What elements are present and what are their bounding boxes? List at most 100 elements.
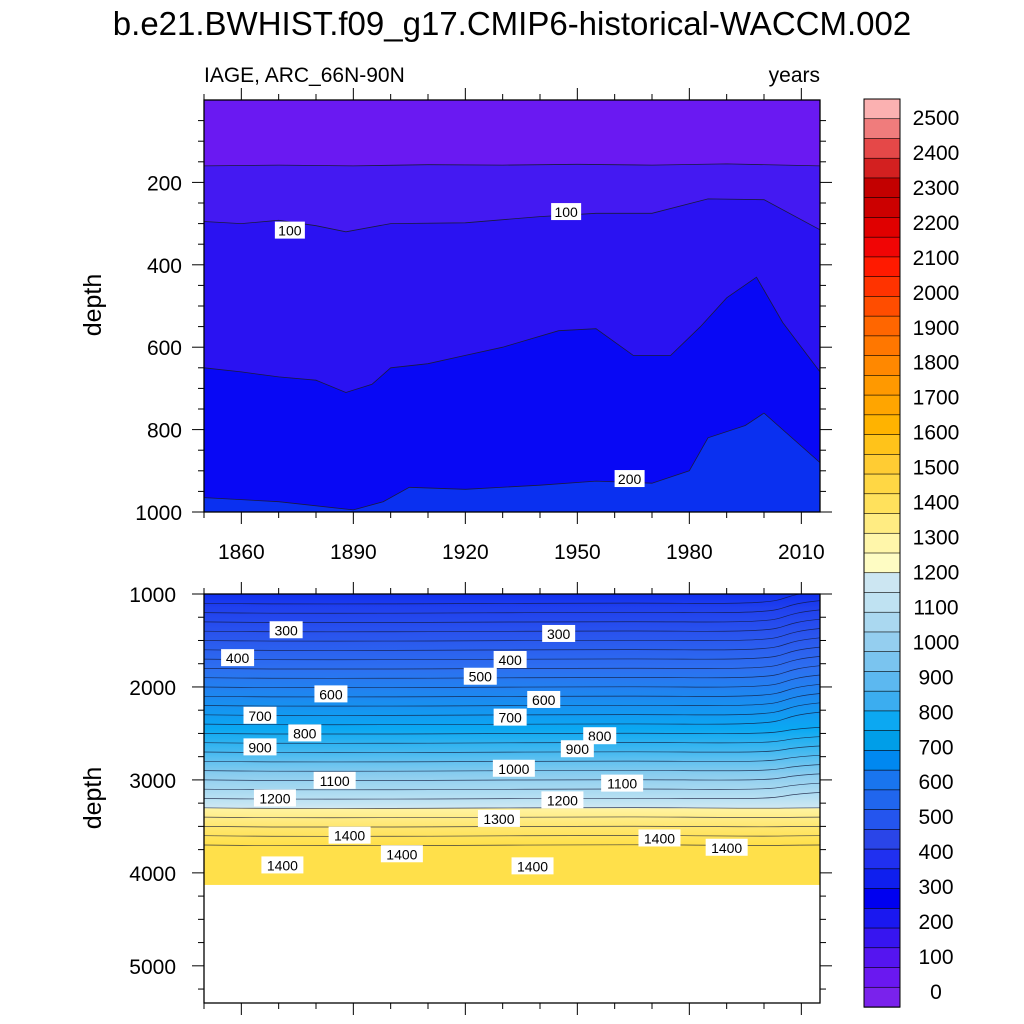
colorbar-swatch bbox=[863, 256, 901, 278]
lower-contour-label-text: 300 bbox=[274, 622, 298, 638]
colorbar-frame bbox=[863, 98, 901, 1008]
colorbar-swatch bbox=[863, 532, 901, 554]
colorbar-label: 2500 bbox=[913, 107, 960, 130]
lower-contour-line bbox=[204, 816, 820, 819]
lower-contour-label: 800 bbox=[583, 727, 617, 745]
lower-contour-label: 300 bbox=[542, 624, 576, 642]
colorbar: 2500240023002200210020001900180017001600… bbox=[863, 98, 960, 1008]
lower-contour-label: 1400 bbox=[705, 838, 748, 856]
colorbar-swatch bbox=[863, 907, 901, 929]
colorbar-swatch bbox=[863, 829, 901, 850]
upper-fill-band bbox=[204, 413, 820, 512]
upper-y-tick-label: 200 bbox=[147, 172, 182, 195]
colorbar-swatch bbox=[863, 730, 901, 752]
upper-y-axis-label: depth bbox=[79, 274, 107, 337]
colorbar-swatch bbox=[863, 375, 901, 396]
lower-contour-label-text: 800 bbox=[293, 725, 317, 741]
lower-contour-label: 500 bbox=[463, 667, 497, 685]
upper-y-tick-label: 600 bbox=[147, 337, 182, 360]
colorbar-swatch bbox=[863, 157, 901, 179]
lower-contour-line bbox=[204, 754, 820, 763]
colorbar-swatch bbox=[863, 394, 901, 416]
lower-contour-label-text: 800 bbox=[588, 728, 612, 744]
lower-contour-label: 1400 bbox=[261, 856, 304, 874]
lower-contour-label: 1400 bbox=[328, 826, 371, 844]
lower-contour-line bbox=[204, 782, 820, 791]
lower-contour-label-text: 300 bbox=[547, 626, 571, 642]
upper-contour-label-text: 100 bbox=[554, 204, 578, 220]
colorbar-swatch bbox=[863, 473, 901, 495]
lower-contour-label-text: 1100 bbox=[320, 773, 350, 789]
lower-contour-line bbox=[204, 764, 820, 772]
colorbar-swatch bbox=[863, 809, 901, 831]
upper-x-tick-label: 1950 bbox=[554, 541, 601, 564]
lower-contour-label-text: 600 bbox=[319, 686, 343, 702]
colorbar-swatch bbox=[863, 98, 901, 120]
lower-contour-label-text: 900 bbox=[566, 741, 590, 757]
lower-contour-label-text: 1200 bbox=[547, 792, 578, 808]
lower-contour-label: 600 bbox=[527, 690, 561, 708]
lower-contour-label-text: 1300 bbox=[483, 811, 514, 827]
lower-contour-line bbox=[204, 594, 802, 605]
colorbar-label: 700 bbox=[918, 736, 953, 759]
lower-contour-label: 1400 bbox=[511, 857, 554, 875]
lower-contour-label-text: 700 bbox=[498, 710, 522, 726]
colorbar-swatch bbox=[863, 335, 901, 357]
lower-contour-label-text: 1200 bbox=[259, 791, 290, 807]
colorbar-swatch bbox=[863, 434, 901, 456]
lower-contour-line bbox=[204, 792, 820, 800]
colorbar-label: 800 bbox=[918, 701, 953, 724]
colorbar-swatch bbox=[863, 611, 901, 633]
colorbar-swatch bbox=[863, 177, 901, 199]
lower-contour-line bbox=[204, 665, 820, 679]
colorbar-swatch bbox=[863, 848, 901, 870]
colorbar-swatch bbox=[863, 118, 901, 140]
colorbar-swatch bbox=[863, 414, 901, 436]
colorbar-swatch bbox=[863, 868, 901, 890]
upper-contour-label: 200 bbox=[614, 470, 645, 488]
lower-contour-label: 1200 bbox=[541, 791, 584, 809]
colorbar-swatch bbox=[863, 217, 901, 238]
colorbar-label: 500 bbox=[918, 806, 953, 829]
lower-contour-label: 1100 bbox=[601, 774, 644, 792]
colorbar-label: 2200 bbox=[913, 212, 960, 235]
colorbar-swatch bbox=[863, 947, 901, 969]
lower-contour-label-text: 500 bbox=[469, 669, 493, 685]
upper-y-tick-label: 800 bbox=[147, 420, 182, 443]
lower-contour-label-text: 1400 bbox=[711, 840, 742, 856]
lower-contour-label-text: 1400 bbox=[386, 846, 417, 862]
lower-contour-label-text: 1100 bbox=[607, 776, 637, 792]
lower-contour-label: 800 bbox=[288, 724, 322, 742]
lower-contour-line bbox=[204, 637, 820, 651]
lower-contour-label: 1000 bbox=[492, 759, 535, 777]
lower-y-tick-label: 1000 bbox=[129, 584, 176, 607]
lower-contour-label: 1100 bbox=[313, 771, 356, 789]
lower-contour-label: 1400 bbox=[638, 829, 681, 847]
lower-contour-label-text: 1400 bbox=[267, 857, 298, 873]
colorbar-swatch bbox=[863, 513, 901, 534]
lower-contour-label: 900 bbox=[560, 740, 594, 758]
lower-contour-line bbox=[204, 736, 820, 744]
lower-contour-line bbox=[204, 711, 820, 726]
lower-contour-label-text: 1000 bbox=[498, 761, 529, 777]
colorbar-label: 1500 bbox=[913, 457, 960, 480]
lower-frame bbox=[203, 593, 821, 1004]
lower-contour-label-text: 600 bbox=[532, 692, 556, 708]
colorbar-swatch bbox=[863, 710, 901, 732]
colorbar-label: 2100 bbox=[913, 247, 960, 270]
right-subtitle: years bbox=[769, 64, 820, 87]
colorbar-label: 1600 bbox=[913, 422, 960, 445]
colorbar-swatch bbox=[863, 493, 901, 515]
lower-contour-label-text: 400 bbox=[498, 652, 522, 668]
lower-y-tick-label: 5000 bbox=[129, 956, 176, 979]
colorbar-swatch bbox=[863, 355, 901, 377]
colorbar-swatch bbox=[863, 453, 901, 475]
colorbar-swatch bbox=[863, 789, 901, 811]
lower-contour-label: 400 bbox=[221, 649, 255, 667]
lower-contour-label: 900 bbox=[243, 738, 277, 756]
lower-contour-label: 300 bbox=[269, 621, 303, 639]
upper-y-tick-label: 400 bbox=[147, 255, 182, 278]
upper-fill-band bbox=[204, 277, 820, 512]
